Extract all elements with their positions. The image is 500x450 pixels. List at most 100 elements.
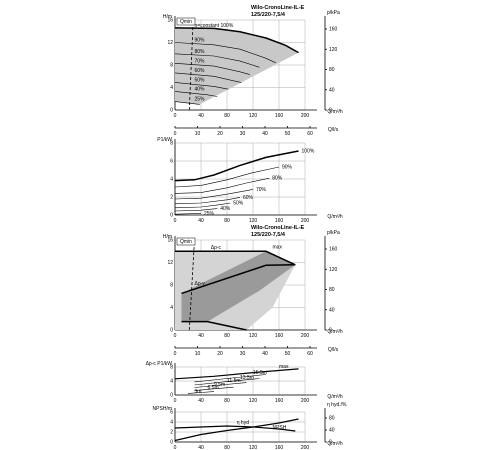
y2-tick-label: 120 — [329, 267, 338, 273]
panel-3: 0 40 80 120 160 2000481216Q/m³/hH/m0408012016… — [163, 225, 343, 357]
x-tick-label: 200 — [301, 398, 310, 404]
chart-title: Wilo-CronoLine-IL-E — [251, 225, 304, 231]
power-curve — [174, 150, 299, 182]
x-axis-label: Q/m³/h — [327, 109, 342, 115]
x2-tick-label: 30 — [240, 131, 246, 137]
speed-curve — [174, 63, 250, 75]
panel-2: 0 40 80 120 160 200 0 2 4 6 8 Q/m³/h P1/kW 100% 90% 80%… — [157, 137, 343, 224]
x2-tick-label: 10 — [195, 351, 201, 357]
dpc-power-curve — [194, 378, 260, 386]
x2-axis-label: Q/l/s — [328, 127, 339, 133]
x-tick-label: 200 — [301, 113, 310, 119]
x2-tick-label: 10 — [195, 131, 201, 137]
power-curve — [174, 213, 202, 215]
y-tick-label: 12 — [167, 260, 173, 266]
y-axis-label: H/m — [163, 234, 172, 240]
chart-title: Wilo-CronoLine-IL-E — [251, 5, 304, 11]
eta-label: η hyd — [237, 420, 249, 426]
qmin-line — [188, 239, 195, 331]
y2-axis-label: η hyd./% — [327, 402, 347, 408]
y2-axis-label: p/kPa — [327, 230, 340, 236]
x-tick-label: 200 — [301, 333, 310, 339]
x-tick-label: 120 — [249, 113, 258, 119]
x2-axis-label: Q/l/s — [328, 347, 339, 353]
x-axis-label: Q/m³/h — [327, 441, 342, 447]
speed-curve — [174, 101, 200, 105]
x-axis-label: Q/m³/h — [327, 214, 342, 220]
y-tick-label: 16 — [167, 18, 173, 24]
y2-tick-label: 0 — [329, 328, 332, 334]
x2-tick-label: 30 — [240, 351, 246, 357]
chart-subtitle: 125/220-7,5/4 — [251, 12, 286, 18]
y-tick-label: 8 — [170, 283, 173, 289]
dp-v-region — [181, 251, 296, 322]
x-tick-label: 120 — [249, 333, 258, 339]
x-tick-label: 40 — [198, 113, 204, 119]
y-tick-label: 0 — [170, 440, 173, 446]
x2-tick-label: 40 — [262, 131, 268, 137]
speed-curve — [174, 82, 229, 90]
x-tick-label: 200 — [301, 445, 310, 450]
dpc-power-curve — [194, 386, 234, 391]
curve-dp_v_max — [181, 264, 296, 295]
power-label: 90% — [282, 165, 293, 171]
head-label: 13.5m — [240, 375, 254, 381]
x-axis-label: Q/m³/h — [327, 394, 342, 400]
speed-label: 40% — [195, 86, 206, 92]
x-tick-label: 120 — [249, 218, 258, 224]
speed-label: 60% — [195, 68, 206, 74]
x-tick-label: 160 — [275, 445, 284, 450]
x-tick-label: 160 — [275, 333, 284, 339]
x-tick-label: 40 — [198, 445, 204, 450]
x2-tick-label: 40 — [262, 351, 268, 357]
x-tick-label: 80 — [224, 218, 230, 224]
power-label: 100% — [302, 149, 315, 155]
npsh-eta-curve — [174, 418, 299, 442]
power-label: 40% — [220, 206, 231, 212]
x2-tick-label: 20 — [217, 131, 223, 137]
head-label: 9.5m — [214, 382, 225, 388]
power-label: 80% — [272, 176, 283, 182]
y-tick-label: 2 — [170, 195, 173, 201]
speed-curve — [174, 91, 218, 97]
panel-5: 0 40 80 120 160 200 0 2 4 6 Q/m³/h NPSH/m 0 40 80 η hyd… — [153, 402, 347, 450]
y-tick-label: 4 — [170, 177, 173, 183]
x2-tick-label: 50 — [285, 131, 291, 137]
qmin-box — [176, 17, 196, 26]
speed-label: n=constant 100% — [195, 23, 234, 29]
curve-dp_c_max — [175, 250, 296, 266]
head-label: 6.5m — [208, 385, 219, 391]
y-tick-label: 0 — [170, 213, 173, 219]
y-tick-label: 6 — [170, 410, 173, 416]
y-tick-label: 4 — [170, 420, 173, 426]
qmin-line — [188, 19, 194, 111]
speed-curve — [174, 27, 299, 54]
y-tick-label: 8 — [170, 141, 173, 147]
dpc-power-curve — [194, 382, 247, 388]
y2-tick-label: 40 — [329, 307, 335, 313]
speed-curve — [174, 72, 242, 83]
x2-tick-label: 50 — [285, 351, 291, 357]
power-label: 50% — [233, 201, 244, 207]
x-tick-label: 0 — [174, 445, 177, 450]
x-tick-label: 120 — [249, 398, 258, 404]
dpc-power-curve — [174, 368, 299, 380]
x-tick-label: 160 — [275, 113, 284, 119]
x-tick-label: 200 — [301, 218, 310, 224]
speed-label: 70% — [195, 58, 206, 64]
y-tick-label: 4 — [170, 379, 173, 385]
y2-tick-label: 0 — [329, 108, 332, 114]
x2-tick-label: 0 — [174, 131, 177, 137]
y-tick-label: 12 — [167, 40, 173, 46]
head-label: 11.5m — [227, 378, 241, 384]
x-axis-label: Q/m³/h — [327, 329, 342, 335]
npsh-eta-curve — [174, 425, 296, 432]
power-curve — [174, 208, 218, 212]
x-tick-label: 160 — [275, 398, 284, 404]
head-label: 3m — [195, 389, 202, 395]
npsh-label: NPSH — [273, 425, 287, 431]
power-label: 25% — [204, 211, 215, 217]
x-tick-label: 80 — [224, 333, 230, 339]
x2-tick-label: 60 — [307, 131, 313, 137]
